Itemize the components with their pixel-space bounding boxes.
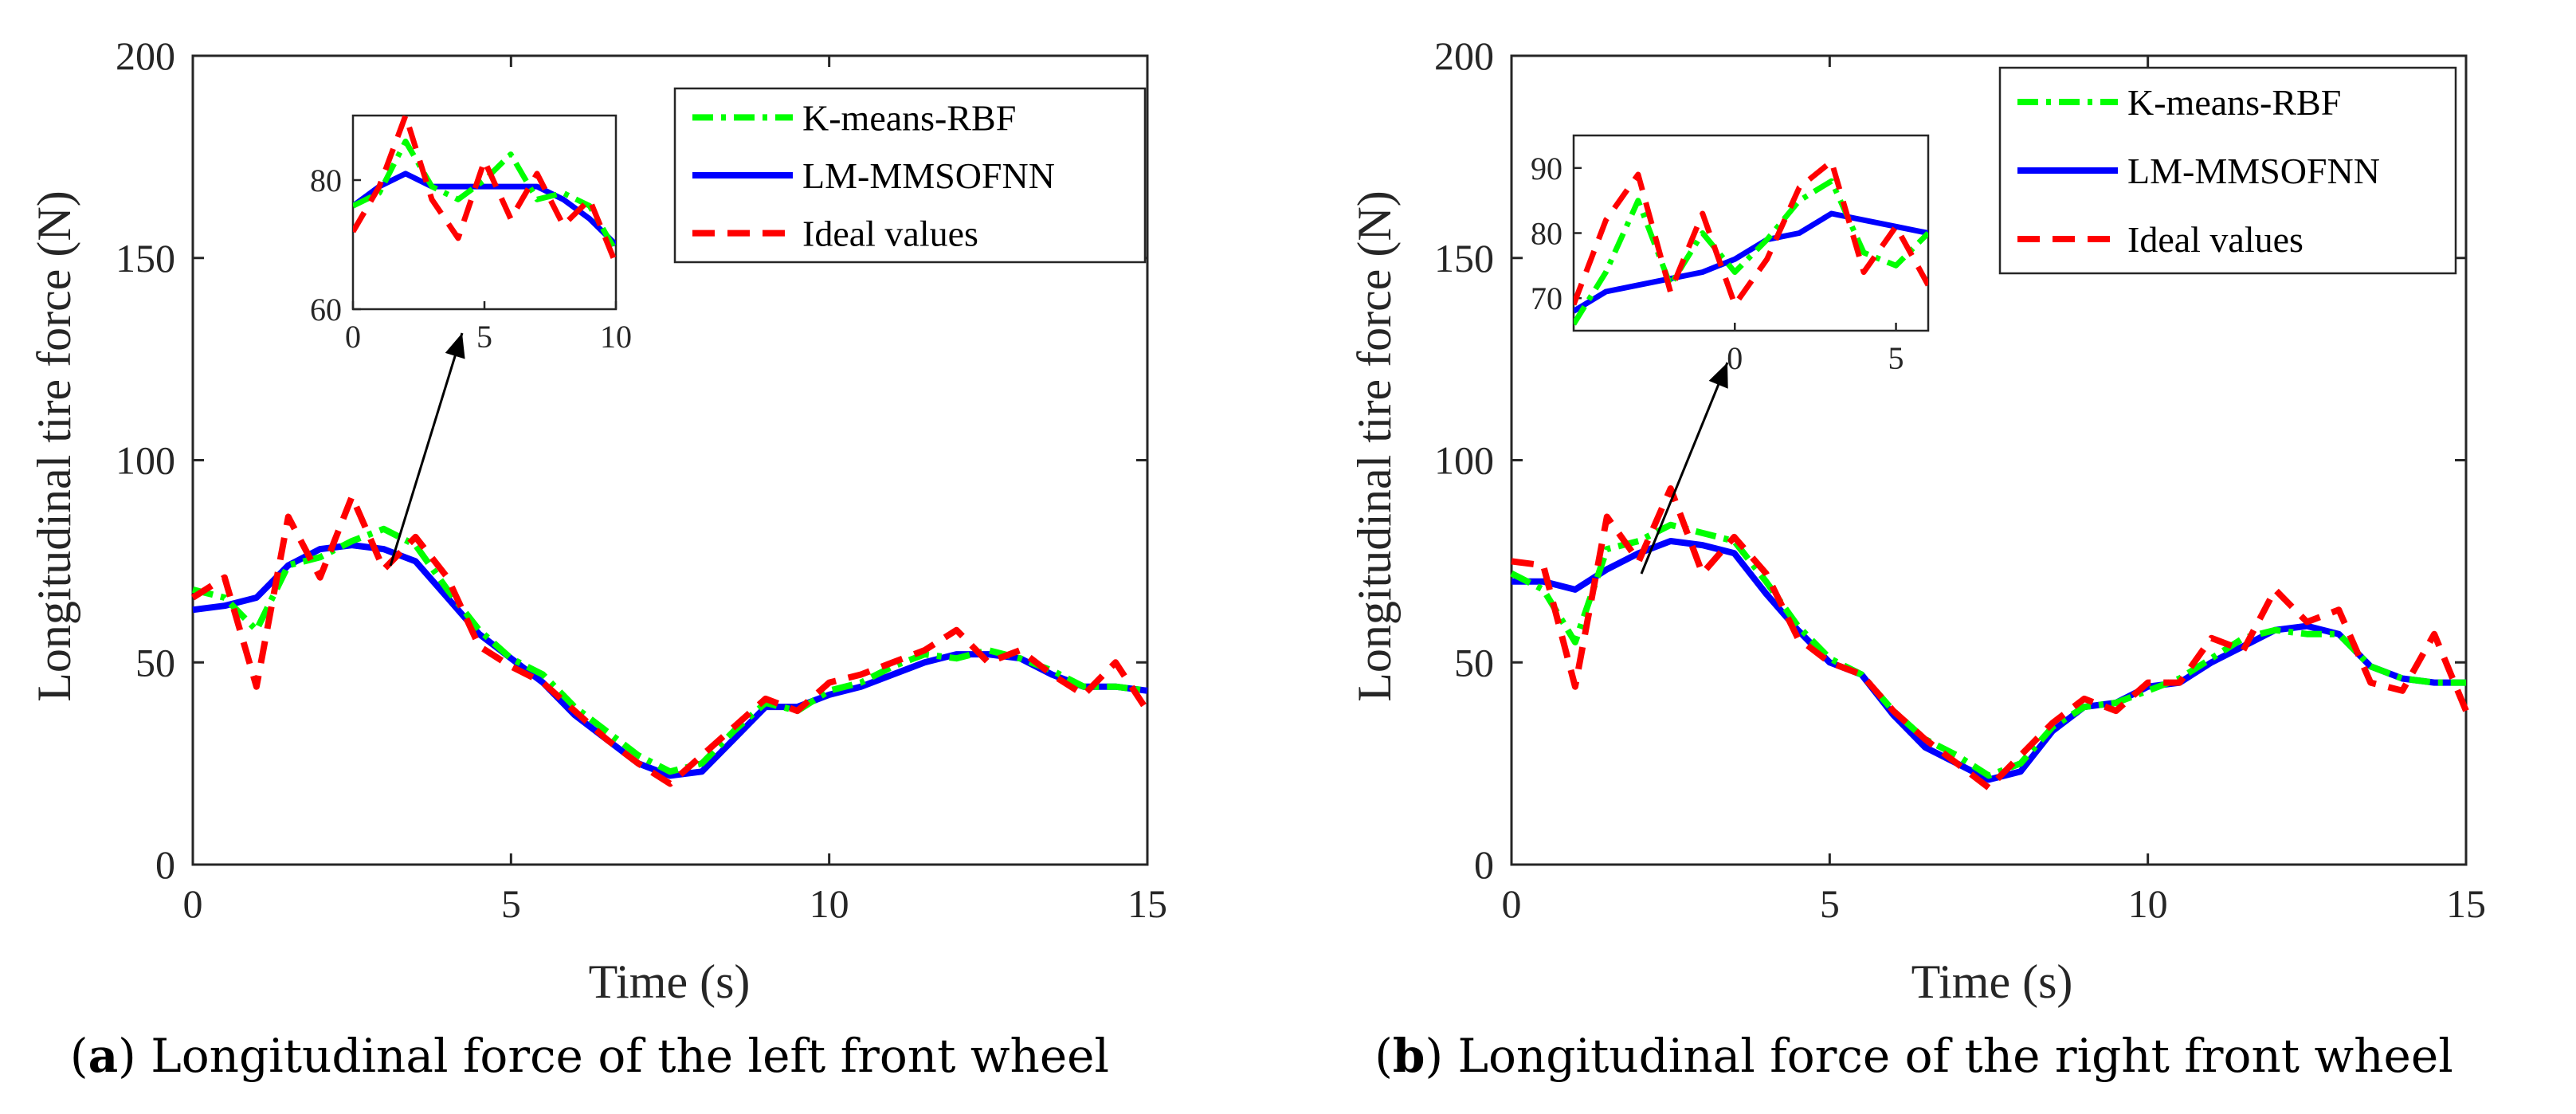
series-line-ideal-values: [190, 493, 1151, 787]
legend-label: LM-MMSOFNN: [802, 155, 1055, 196]
series-line-k-means-rbf: [192, 525, 1148, 775]
series-line-ideal-values: [1511, 485, 2469, 791]
series-line-lm-mmsofnn: [1511, 538, 2466, 783]
x-axis-label-a: Time (s): [589, 955, 751, 1008]
inset-y-tick-label: 80: [1531, 216, 1562, 252]
inset-b: 70 80 90 0 5: [1531, 134, 1930, 376]
inset-x-tick-label: 10: [600, 319, 632, 355]
x-tick-label: 0: [1502, 881, 1522, 926]
caption-letter-a: a: [88, 1029, 119, 1083]
inset-y-tick-label: 90: [1531, 151, 1562, 186]
legend-label: K-means-RBF: [2127, 82, 2341, 123]
inset-axes-box: [351, 114, 618, 311]
zoom-arrow-head: [1708, 363, 1728, 389]
zoom-arrow-head: [445, 333, 465, 359]
caption-a: (a) Longitudinal force of the left front…: [70, 1029, 1109, 1083]
inset-line-lm-mmsofnn: [1574, 210, 1928, 314]
panel-a: 0 50 100 150 200 0 5 10 15 60 80 0 5 10 K-means-RBF L…: [28, 33, 1167, 1083]
inset-x-tick-label: 5: [1888, 340, 1904, 376]
inset-y-tick-label: 80: [310, 163, 342, 198]
legend-label: LM-MMSOFNN: [2127, 151, 2380, 191]
legend-label: K-means-RBF: [802, 97, 1016, 138]
y-tick-label: 200: [1434, 33, 1494, 78]
zoom-arrow: [389, 332, 464, 567]
y-tick-label: 100: [116, 438, 175, 483]
y-tick-label: 200: [116, 33, 175, 78]
y-tick-label: 50: [135, 640, 175, 684]
y-axis-label-a: Longitudinal tire force (N): [28, 190, 80, 701]
legend-a: K-means-RBF LM-MMSOFNN Ideal values: [673, 87, 1147, 264]
y-tick-label: 0: [155, 842, 175, 887]
inset-y-tick-label: 60: [310, 292, 342, 328]
y-tick-label: 100: [1434, 438, 1494, 483]
x-tick-label: 15: [1127, 881, 1167, 926]
legend-label: Ideal values: [2127, 219, 2304, 260]
zoom-arrow: [1640, 362, 1729, 575]
x-tick-label: 10: [2128, 881, 2168, 926]
inset-x-tick-label: 5: [476, 319, 492, 355]
panel-b: 0 50 100 150 200 0 5 10 15 70 80 90 0 5 K-means-RBF L…: [1348, 33, 2486, 1083]
legend-b: K-means-RBF LM-MMSOFNN Ideal values: [1998, 66, 2457, 275]
inset-series: [1574, 159, 1928, 326]
inset-line-ideal-values: [1574, 159, 1928, 308]
inset-axes-box: [1572, 134, 1930, 332]
inset-x-tick-label: 0: [1727, 340, 1743, 376]
inset-series: [353, 116, 616, 265]
y-tick-label: 0: [1474, 842, 1494, 887]
series-line-lm-mmsofnn: [192, 542, 1148, 779]
y-tick-label: 50: [1454, 640, 1494, 684]
y-tick-label: 150: [1434, 236, 1494, 280]
x-tick-label: 10: [810, 881, 849, 926]
caption-b: (b) Longitudinal force of the right fron…: [1374, 1029, 2453, 1083]
inset-line-lm-mmsofnn: [353, 171, 616, 247]
inset-a: 60 80 0 5 10: [310, 114, 632, 355]
inset-x-tick-label: 0: [345, 319, 361, 355]
x-tick-label: 0: [183, 881, 203, 926]
y-axis-label-b: Longitudinal tire force (N): [1348, 190, 1401, 701]
x-axis-label-b: Time (s): [1911, 955, 2073, 1008]
inset-line-ideal-values: [353, 116, 616, 265]
caption-text-a: Longitudinal force of the left front whe…: [151, 1029, 1109, 1083]
series-line-k-means-rbf: [1510, 521, 2466, 779]
x-tick-label: 5: [1820, 881, 1840, 926]
inset-line-k-means-rbf: [1574, 178, 1928, 326]
caption-text-b: Longitudinal force of the right front wh…: [1458, 1029, 2453, 1083]
caption-letter-b: b: [1393, 1029, 1425, 1083]
x-tick-label: 5: [501, 881, 521, 926]
legend-label: Ideal values: [802, 214, 978, 254]
x-tick-label: 15: [2446, 881, 2486, 926]
y-tick-label: 150: [116, 236, 175, 280]
inset-y-tick-label: 70: [1531, 280, 1562, 316]
